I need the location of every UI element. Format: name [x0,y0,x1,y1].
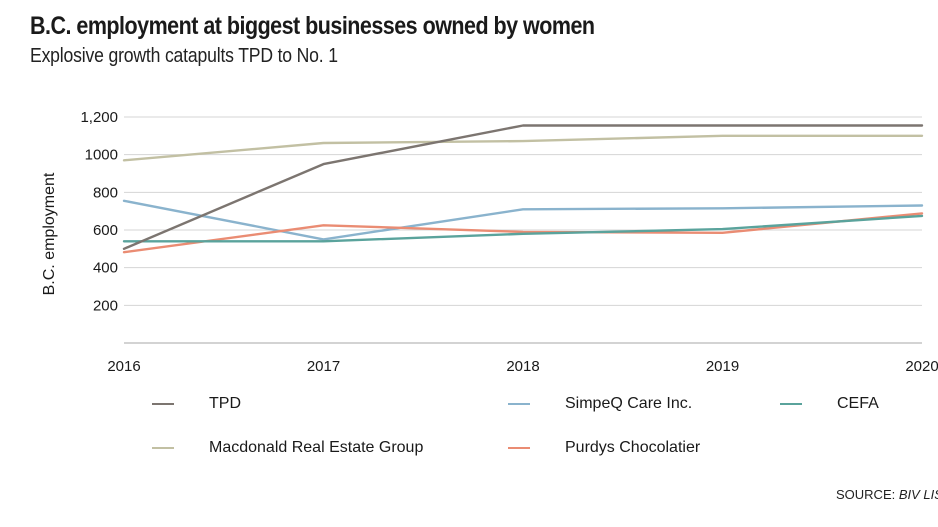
legend-item-tpd: TPD [152,394,241,414]
x-tick-label-2018: 2018 [506,358,539,375]
y-tick-label-1000: 1000 [85,147,118,164]
chart-subtitle: Explosive growth catapults TPD to No. 1 [30,45,338,67]
chart-title: B.C. employment at biggest businesses ow… [30,12,595,40]
series-line-purdys-chocolatier [122,212,924,254]
x-tick-label-2019: 2019 [706,358,739,375]
legend-label-simpeq: SimpeQ Care Inc. [565,395,693,412]
legend-swatch-cefa [780,403,802,405]
source-name: BIV LIST [898,487,938,502]
source-prefix: SOURCE: [836,487,899,502]
legend-item-simpeq: SimpeQ Care Inc. [508,394,692,414]
y-axis-label: B.C. employment [41,172,58,295]
legend-item-purdys: Purdys Chocolatier [508,438,700,458]
series-line-macdonald-real-estate-group [122,134,924,162]
legend-label-tpd: TPD [209,395,241,412]
legend-swatch-tpd [152,403,174,405]
legend-item-macdonald: Macdonald Real Estate Group [152,438,423,458]
legend-label-macdonald: Macdonald Real Estate Group [209,439,424,456]
x-tick-label-2016: 2016 [107,358,140,375]
legend-swatch-macdonald [152,447,174,449]
source-note: SOURCE: BIV LIST [836,487,938,502]
legend-swatch-purdys [508,447,530,449]
series-line-cefa [122,214,924,243]
legend-label-purdys: Purdys Chocolatier [565,439,701,456]
legend-swatch-simpeq [508,403,530,405]
legend-label-cefa: CEFA [837,395,879,412]
legend-item-cefa: CEFA [780,394,879,414]
x-tick-label-2020: 2020 [905,358,938,375]
series-line-simpeq-care-inc [122,199,924,241]
y-tick-label-200: 200 [93,297,118,314]
y-tick-label-1200: 1,200 [80,109,118,126]
x-tick-label-2017: 2017 [307,358,340,375]
y-tick-label-400: 400 [93,260,118,277]
y-tick-label-800: 800 [93,184,118,201]
series-line-tpd [122,124,924,251]
y-tick-label-600: 600 [93,222,118,239]
